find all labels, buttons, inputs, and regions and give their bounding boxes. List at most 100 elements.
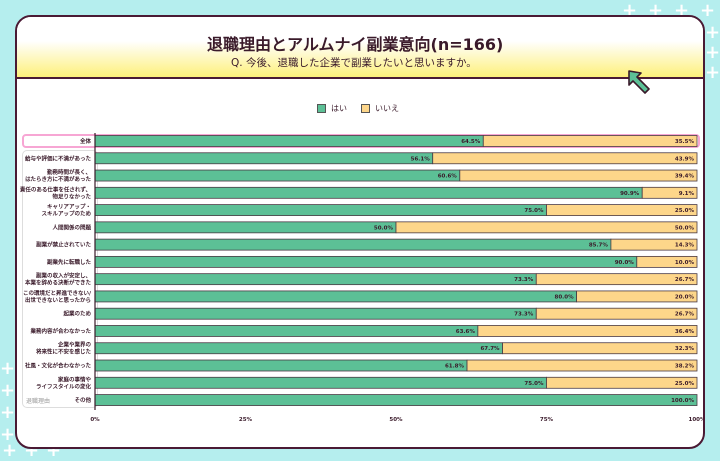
data-label: 67.7% bbox=[480, 346, 500, 352]
x-tick-label: 25% bbox=[239, 417, 253, 423]
category-label: 将来性に不安を感じた bbox=[36, 348, 92, 356]
data-label: 60.6% bbox=[438, 174, 458, 180]
data-label: 75.0% bbox=[524, 381, 544, 387]
cursor-arrow-icon bbox=[628, 70, 650, 94]
data-label: 63.6% bbox=[456, 329, 476, 335]
bar-yes bbox=[94, 186, 643, 199]
bar-no bbox=[546, 204, 698, 216]
bar-yes bbox=[94, 342, 503, 355]
header: 退職理由とアルムナイ副業意向(n=166) Q. 今後、退職した企業で副業したい… bbox=[17, 17, 703, 79]
bar-no bbox=[466, 359, 698, 372]
bar-no bbox=[482, 135, 698, 147]
category-label: キャリアアップ・ bbox=[47, 203, 91, 211]
category-label: 出世できないと思ったから bbox=[25, 296, 91, 304]
legend-swatch bbox=[317, 104, 326, 113]
data-label: 14.3% bbox=[675, 243, 695, 249]
category-label: 責任のある仕事を任されず、 bbox=[20, 185, 91, 193]
category-label: 業務内容が合わなかった bbox=[29, 327, 91, 335]
data-label: 10.0% bbox=[675, 260, 695, 266]
data-label: 90.0% bbox=[615, 260, 635, 266]
bar-yes bbox=[94, 376, 547, 389]
category-label: 企業や業界の bbox=[57, 341, 92, 349]
bar-yes bbox=[94, 290, 578, 303]
plus-decoration: + bbox=[705, 22, 720, 43]
bar-chart: 64.5% 35.5% 全体 56.1% 43.9% 給与や評価に不満があった 60.6% 3… bbox=[20, 133, 706, 423]
bar-yes bbox=[94, 325, 479, 337]
bar-no bbox=[459, 169, 698, 182]
bar-no bbox=[395, 221, 698, 234]
data-label: 9.1% bbox=[679, 191, 695, 197]
category-label: 副業が禁止されていた bbox=[36, 241, 91, 249]
bar-yes bbox=[94, 135, 484, 147]
data-label: 32.3% bbox=[675, 346, 695, 352]
plus-decoration: + bbox=[0, 358, 16, 379]
category-label: ライフスタイルの変化 bbox=[36, 382, 92, 390]
legend-label: はい bbox=[331, 104, 347, 113]
data-label: 75.0% bbox=[524, 208, 544, 214]
data-label: 50.0% bbox=[374, 225, 394, 231]
bar-yes bbox=[94, 152, 434, 165]
data-label: 50.0% bbox=[675, 225, 695, 231]
category-label: 副業先に転職した bbox=[47, 258, 92, 266]
data-label: 90.9% bbox=[620, 191, 640, 197]
plus-decoration: + bbox=[2, 440, 18, 461]
category-label: この環境だと昇進できない/ bbox=[23, 289, 92, 297]
category-label: 給与や評価に不満があった bbox=[25, 154, 92, 162]
data-label: 26.7% bbox=[675, 277, 695, 283]
data-label: 26.7% bbox=[675, 312, 695, 318]
bar-no bbox=[610, 238, 698, 251]
category-label: その他 bbox=[74, 396, 91, 404]
data-label: 80.0% bbox=[555, 294, 575, 300]
data-label: 85.7% bbox=[589, 243, 609, 249]
x-tick-label: 0% bbox=[90, 417, 100, 423]
category-label-panel bbox=[22, 150, 98, 408]
bar-yes bbox=[94, 359, 468, 372]
legend: はい いいえ bbox=[317, 103, 399, 114]
x-tick-label: 75% bbox=[540, 417, 554, 423]
bar-yes bbox=[94, 238, 612, 251]
bar-yes bbox=[94, 273, 537, 286]
legend-item-yes: はい bbox=[317, 103, 347, 114]
data-label: 25.0% bbox=[675, 208, 695, 214]
bar-yes bbox=[94, 394, 698, 406]
data-label: 43.9% bbox=[675, 156, 695, 162]
bar-no bbox=[432, 152, 698, 165]
data-label: 39.4% bbox=[675, 174, 695, 180]
data-label: 61.8% bbox=[445, 364, 465, 370]
category-label: 本業を辞める決断ができた bbox=[25, 279, 92, 287]
plus-decoration: + bbox=[0, 424, 16, 445]
chart-subtitle: Q. 今後、退職した企業で副業したいと思いますか。 bbox=[231, 57, 477, 69]
bar-no bbox=[477, 325, 698, 337]
plus-decoration: + bbox=[700, 0, 716, 21]
legend-item-no: いいえ bbox=[361, 103, 399, 114]
data-label: 73.3% bbox=[514, 312, 534, 318]
chart-title: 退職理由とアルムナイ副業意向(n=166) bbox=[207, 35, 504, 54]
category-label: はたらき方に不満があった bbox=[25, 175, 91, 183]
category-label: 勤務時間が長く、 bbox=[47, 168, 91, 176]
data-label: 38.2% bbox=[675, 364, 695, 370]
bar-no bbox=[535, 273, 698, 286]
bar-yes bbox=[94, 169, 461, 182]
bar-no bbox=[636, 255, 698, 268]
category-label: 人間関係の問題 bbox=[52, 223, 91, 231]
highlight-total-row bbox=[22, 134, 700, 148]
bar-yes bbox=[94, 307, 537, 320]
bar-no bbox=[535, 307, 698, 320]
data-label: 20.0% bbox=[675, 294, 695, 300]
data-label: 25.0% bbox=[675, 381, 695, 387]
x-tick-label: 100% bbox=[689, 417, 706, 423]
bar-no bbox=[641, 186, 698, 199]
category-label: 全体 bbox=[79, 137, 92, 145]
legend-label: いいえ bbox=[375, 104, 399, 113]
plus-decoration: + bbox=[705, 42, 720, 63]
chart-card: 退職理由とアルムナイ副業意向(n=166) Q. 今後、退職した企業で副業したい… bbox=[15, 15, 705, 449]
legend-swatch bbox=[361, 104, 370, 113]
category-label: 副業の収入が安定し、 bbox=[36, 272, 91, 280]
category-label: スキルアップのため bbox=[41, 210, 91, 218]
data-label: 73.3% bbox=[514, 277, 534, 283]
plus-decoration: + bbox=[705, 62, 720, 83]
data-label: 36.4% bbox=[675, 329, 695, 335]
data-label: 35.5% bbox=[675, 139, 695, 145]
bar-no bbox=[502, 342, 698, 355]
category-label: 起業のため bbox=[62, 310, 91, 318]
